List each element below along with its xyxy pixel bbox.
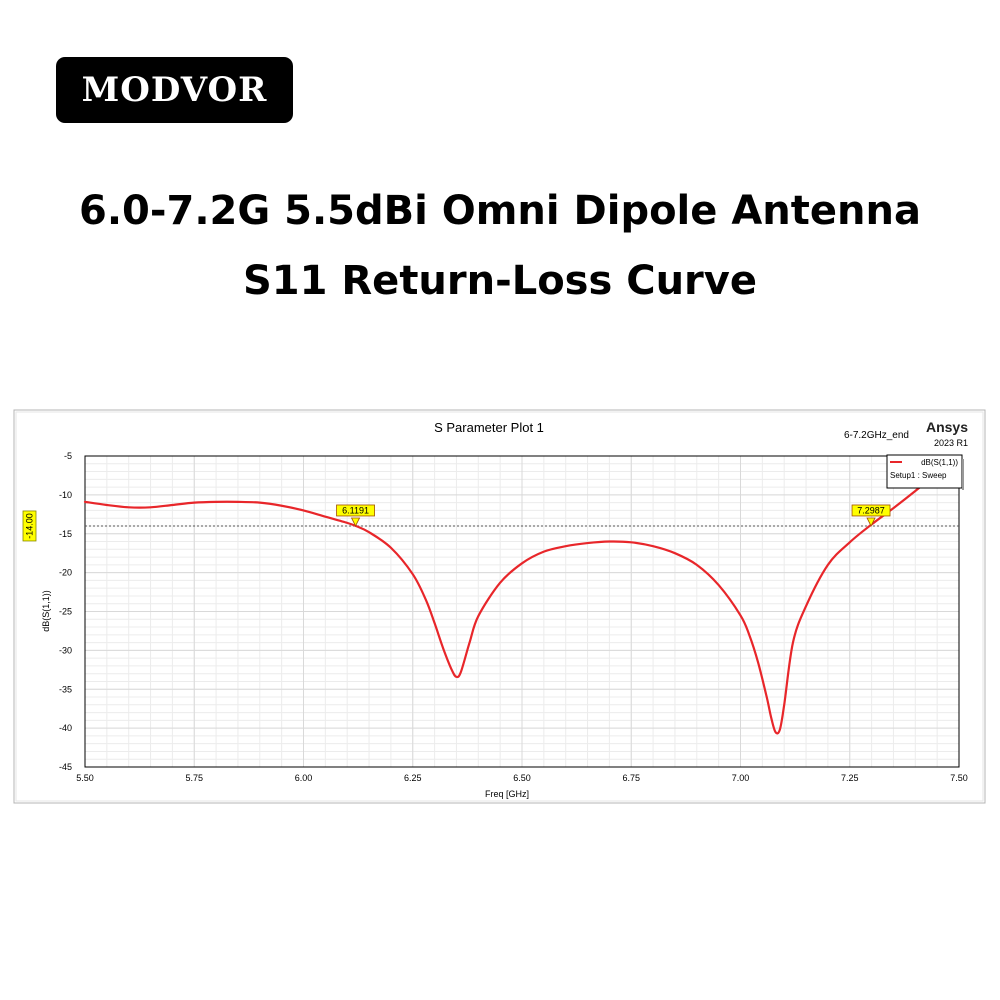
y-tick-label: -15 (59, 529, 72, 539)
x-axis-label: Freq [GHz] (485, 789, 529, 799)
legend-trace-label: dB(S(1,1)) (921, 458, 958, 467)
marker-triangle (866, 517, 876, 527)
legend[interactable]: dB(S(1,1)) Setup1 : Sweep (886, 454, 964, 490)
y-tick-label: -45 (59, 762, 72, 772)
x-tick-label: 5.75 (185, 773, 203, 783)
marker-label: 6.1191 (342, 505, 369, 515)
x-tick-label: 6.50 (513, 773, 531, 783)
x-tick-label: 6.75 (622, 773, 640, 783)
marker-7.2987[interactable]: 7.2987 (851, 504, 891, 527)
brand-name: MODVOR (81, 70, 268, 110)
y-tick-label: -20 (59, 568, 72, 578)
vendor-logo: Ansys (926, 419, 968, 435)
markers: 6.1191 7.2987 (336, 504, 891, 527)
y-tick-label: -5 (64, 451, 72, 461)
headline-line-1: 6.0-7.2G 5.5dBi Omni Dipole Antenna (79, 188, 921, 234)
marker-label-box (851, 504, 891, 517)
marker-6.1191[interactable]: 6.1191 (336, 504, 375, 527)
y-tick-label: -30 (59, 645, 72, 655)
y-tick-label: -40 (59, 723, 72, 733)
legend-box (886, 454, 963, 489)
design-name: 6-7.2GHz_end (844, 430, 909, 441)
marker-triangle (350, 517, 361, 527)
x-tick-label: 6.00 (295, 773, 313, 783)
grid-layer (84, 455, 960, 768)
legend-setup-label: Setup1 : Sweep (890, 471, 947, 480)
chart-title: S Parameter Plot 1 (434, 420, 544, 435)
y-tick-label: -10 (59, 490, 72, 500)
series-line-s11 (83, 479, 930, 735)
reference-line-label-box: -14.00 (22, 510, 37, 542)
headline-line-2: S11 Return-Loss Curve (242, 258, 757, 304)
x-tick-label: 7.25 (841, 773, 859, 783)
vendor-version: 2023 R1 (934, 438, 968, 448)
legend-shadow (962, 459, 964, 490)
y-tick-label: -35 (59, 684, 72, 694)
reference-line-label: -14.00 (25, 513, 35, 539)
y-tick-label: -25 (59, 607, 72, 617)
plot-window-bevel (15, 411, 984, 802)
marker-label: 7.2987 (857, 505, 885, 515)
x-tick-label: 7.00 (732, 773, 750, 783)
plot-window-frame (13, 409, 986, 804)
brand-logo: MODVOR (56, 57, 293, 123)
x-tick-label: 7.50 (950, 773, 968, 783)
y-axis-label: dB(S(1,1)) (41, 590, 51, 632)
tick-labels: 5.50 5.75 6.00 6.25 6.50 6.75 7.00 7.25 7.50 -5 -1… (59, 451, 968, 783)
marker-label-box (336, 504, 375, 517)
x-tick-label: 6.25 (404, 773, 422, 783)
x-tick-label: 5.50 (76, 773, 94, 783)
plot-area-border (84, 455, 960, 768)
